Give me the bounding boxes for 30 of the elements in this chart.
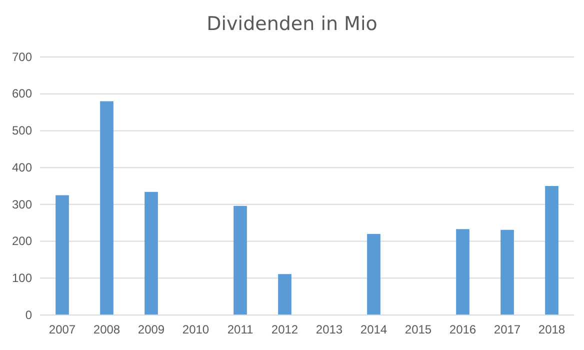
bar bbox=[234, 206, 247, 315]
bar bbox=[545, 186, 558, 315]
x-tick-label: 2015 bbox=[404, 322, 432, 337]
x-tick-label: 2012 bbox=[271, 322, 298, 337]
y-tick-label: 100 bbox=[12, 270, 32, 285]
x-tick-label: 2014 bbox=[360, 322, 388, 337]
bar bbox=[500, 230, 514, 315]
y-tick-label: 400 bbox=[12, 160, 32, 174]
x-tick-label: 2016 bbox=[449, 322, 476, 337]
x-tick-label: 2017 bbox=[494, 322, 521, 337]
bar bbox=[144, 192, 158, 315]
bar bbox=[278, 274, 292, 315]
chart-title: Dividenden in Mio bbox=[206, 13, 378, 35]
x-tick-label: 2013 bbox=[316, 322, 343, 337]
y-tick-label: 700 bbox=[12, 50, 32, 64]
bar bbox=[367, 234, 380, 315]
x-tick-label: 2009 bbox=[138, 322, 165, 337]
y-tick-label: 200 bbox=[12, 234, 32, 248]
y-tick-label: 0 bbox=[25, 308, 32, 322]
y-tick-label: 600 bbox=[12, 86, 32, 101]
y-tick-label: 300 bbox=[12, 197, 32, 212]
x-tick-label: 2018 bbox=[538, 322, 566, 337]
x-tick-label: 2007 bbox=[48, 322, 76, 337]
bar bbox=[56, 195, 69, 315]
y-tick-label: 500 bbox=[12, 124, 32, 138]
x-tick-label: 2008 bbox=[93, 322, 120, 337]
x-tick-label: 2011 bbox=[227, 322, 254, 337]
x-tick-label: 2010 bbox=[182, 322, 210, 337]
bar bbox=[100, 101, 114, 315]
bar bbox=[456, 229, 470, 315]
